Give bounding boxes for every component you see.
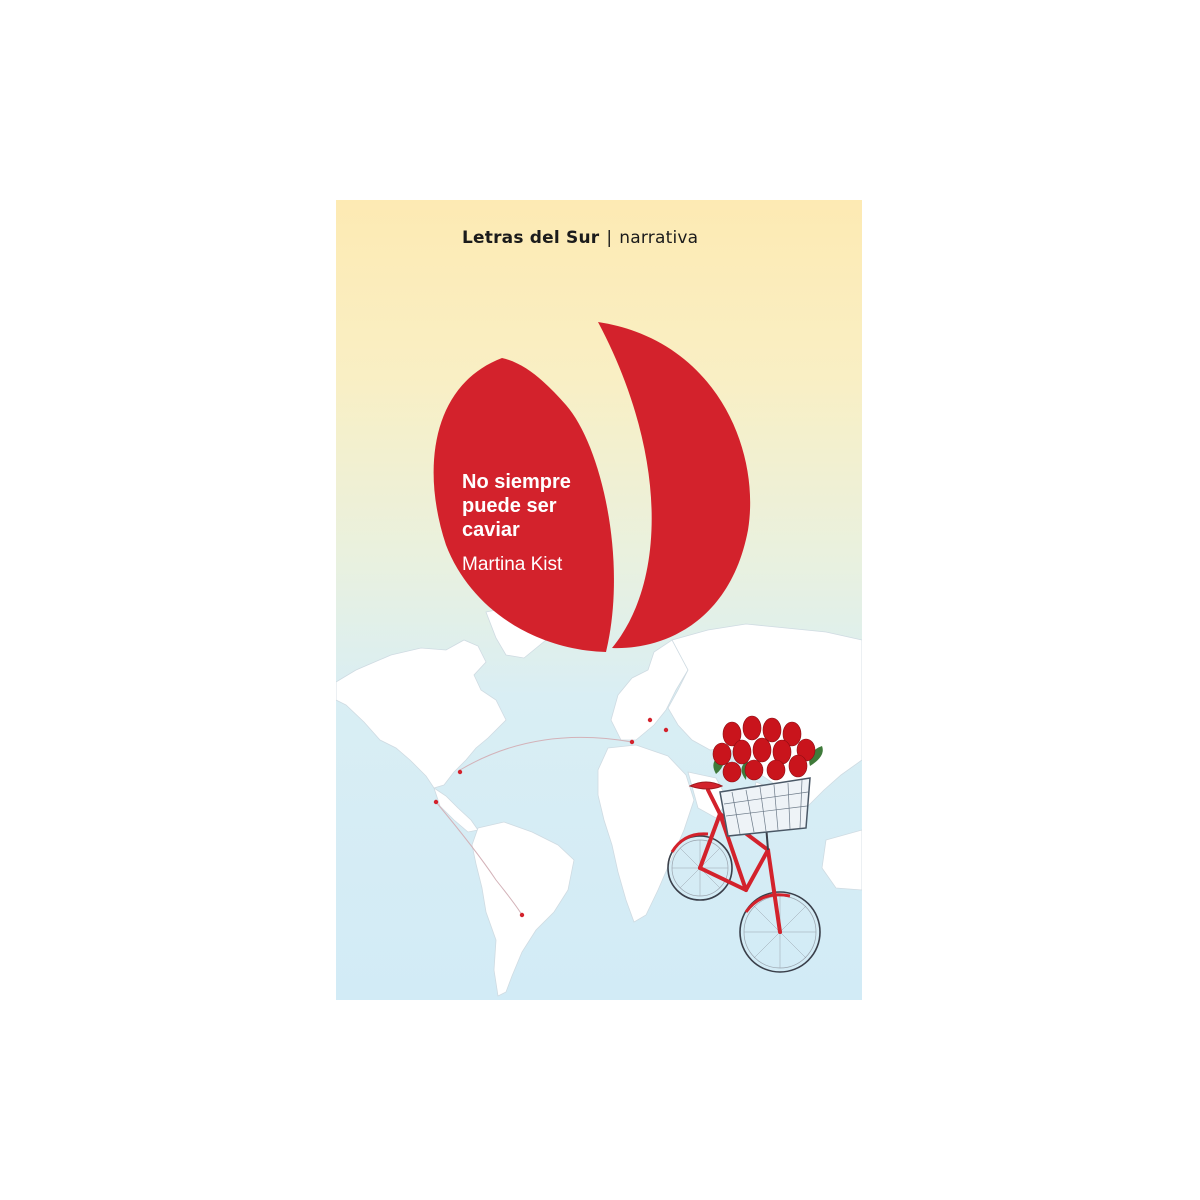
logo-emblem-icon: [433, 322, 751, 652]
route-lines: [435, 736, 633, 916]
tulip-basket-icon: [712, 715, 823, 837]
series-label: Letras del Sur | narrativa: [462, 228, 698, 248]
route-points: [433, 717, 669, 918]
title-line: caviar: [462, 519, 520, 541]
series-brand: Letras del Sur: [462, 228, 600, 248]
cover-art: [336, 322, 862, 997]
book-title: No siempre puede ser caviar: [462, 470, 662, 542]
title-line: No siempre: [462, 471, 571, 493]
book-cover: Letras del Sur | narrativa No siempre pued…: [336, 200, 862, 1000]
title-line: puede ser: [462, 495, 557, 517]
series-genre: narrativa: [619, 228, 699, 248]
book-author: Martina Kist: [462, 554, 563, 575]
series-separator: |: [606, 228, 613, 248]
